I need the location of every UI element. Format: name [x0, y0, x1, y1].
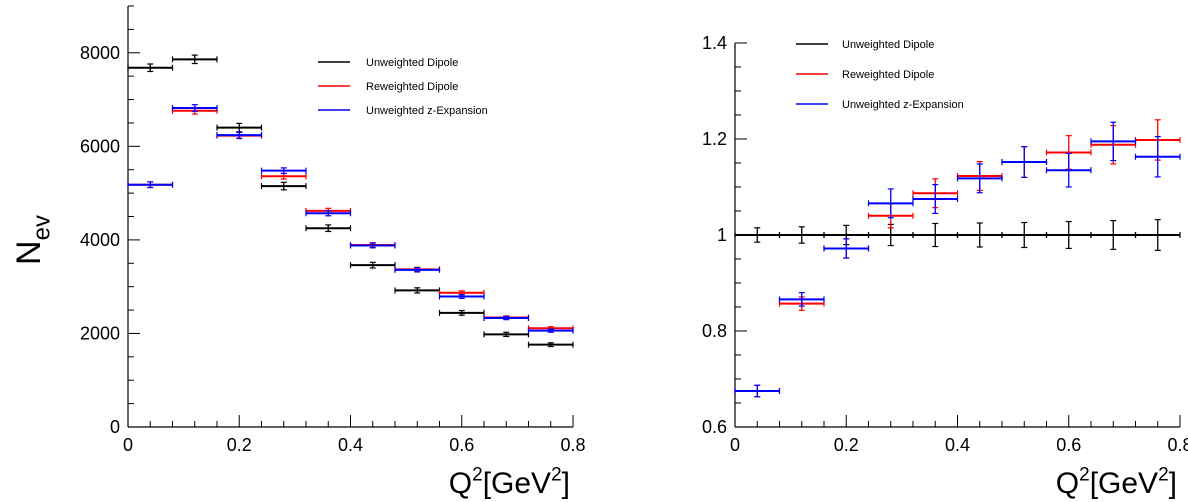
y-tick-label: 1 [717, 225, 727, 245]
left-panel-event-counts: 0 0.2 0.4 0.6 0.8 0 2000 4000 6000 8000 Q2[GeV2] Ne… [10, 5, 586, 500]
x-tick-label: 0.6 [1056, 435, 1081, 455]
x-tick-label: 0.8 [1167, 435, 1188, 455]
x-tick-label: 0 [730, 435, 740, 455]
y-tick-label: 0.6 [702, 417, 727, 437]
y-tick-label: 2000 [80, 323, 120, 343]
series-reweighted-dipole [734, 119, 1181, 398]
legend-label: Unweighted z-Expansion [366, 105, 488, 117]
y-tick-label: 0.8 [702, 321, 727, 341]
y-tick-label: 8000 [80, 43, 120, 63]
x-tick-label: 0.8 [560, 435, 585, 455]
x-tick-label: 0.6 [449, 435, 474, 455]
y-tick-label: 4000 [80, 230, 120, 250]
x-axis-title: Q2[GeV2] [449, 464, 570, 500]
y-tick-label: 0 [110, 417, 120, 437]
x-tick-label: 0.4 [338, 435, 363, 455]
right-panel-ratio: 0 0.2 0.4 0.6 0.8 0.6 0.8 1 1.2 1.4 Q2[GeV2] Unweig… [702, 33, 1188, 500]
x-tick-label: 0.2 [227, 435, 252, 455]
legend: Unweighted Dipole Reweighted Dipole Unweig… [796, 39, 964, 111]
x-tick-label: 0.4 [945, 435, 970, 455]
legend-label: Unweighted Dipole [842, 39, 934, 51]
series-unweighted-dipole [734, 219, 1181, 251]
x-tick-label: 0.2 [834, 435, 859, 455]
x-tick-label: 0 [123, 435, 133, 455]
series-unweighted-z-expansion [127, 104, 574, 334]
y-tick-label: 6000 [80, 136, 120, 156]
y-tick-label: 1.4 [702, 33, 727, 53]
series-reweighted-dipole [127, 106, 574, 332]
legend-label: Unweighted z-Expansion [842, 99, 964, 111]
series-unweighted-dipole [127, 54, 574, 348]
series-unweighted-z-expansion [734, 121, 1181, 398]
legend-label: Reweighted Dipole [842, 69, 934, 81]
y-tick-label: 1.2 [702, 129, 727, 149]
y-axis-title: Nev [10, 215, 56, 265]
legend: Unweighted Dipole Reweighted Dipole Unweig… [318, 57, 488, 117]
x-axis-title: Q2[GeV2] [1056, 464, 1177, 500]
legend-label: Unweighted Dipole [366, 57, 458, 69]
legend-label: Reweighted Dipole [366, 81, 458, 93]
